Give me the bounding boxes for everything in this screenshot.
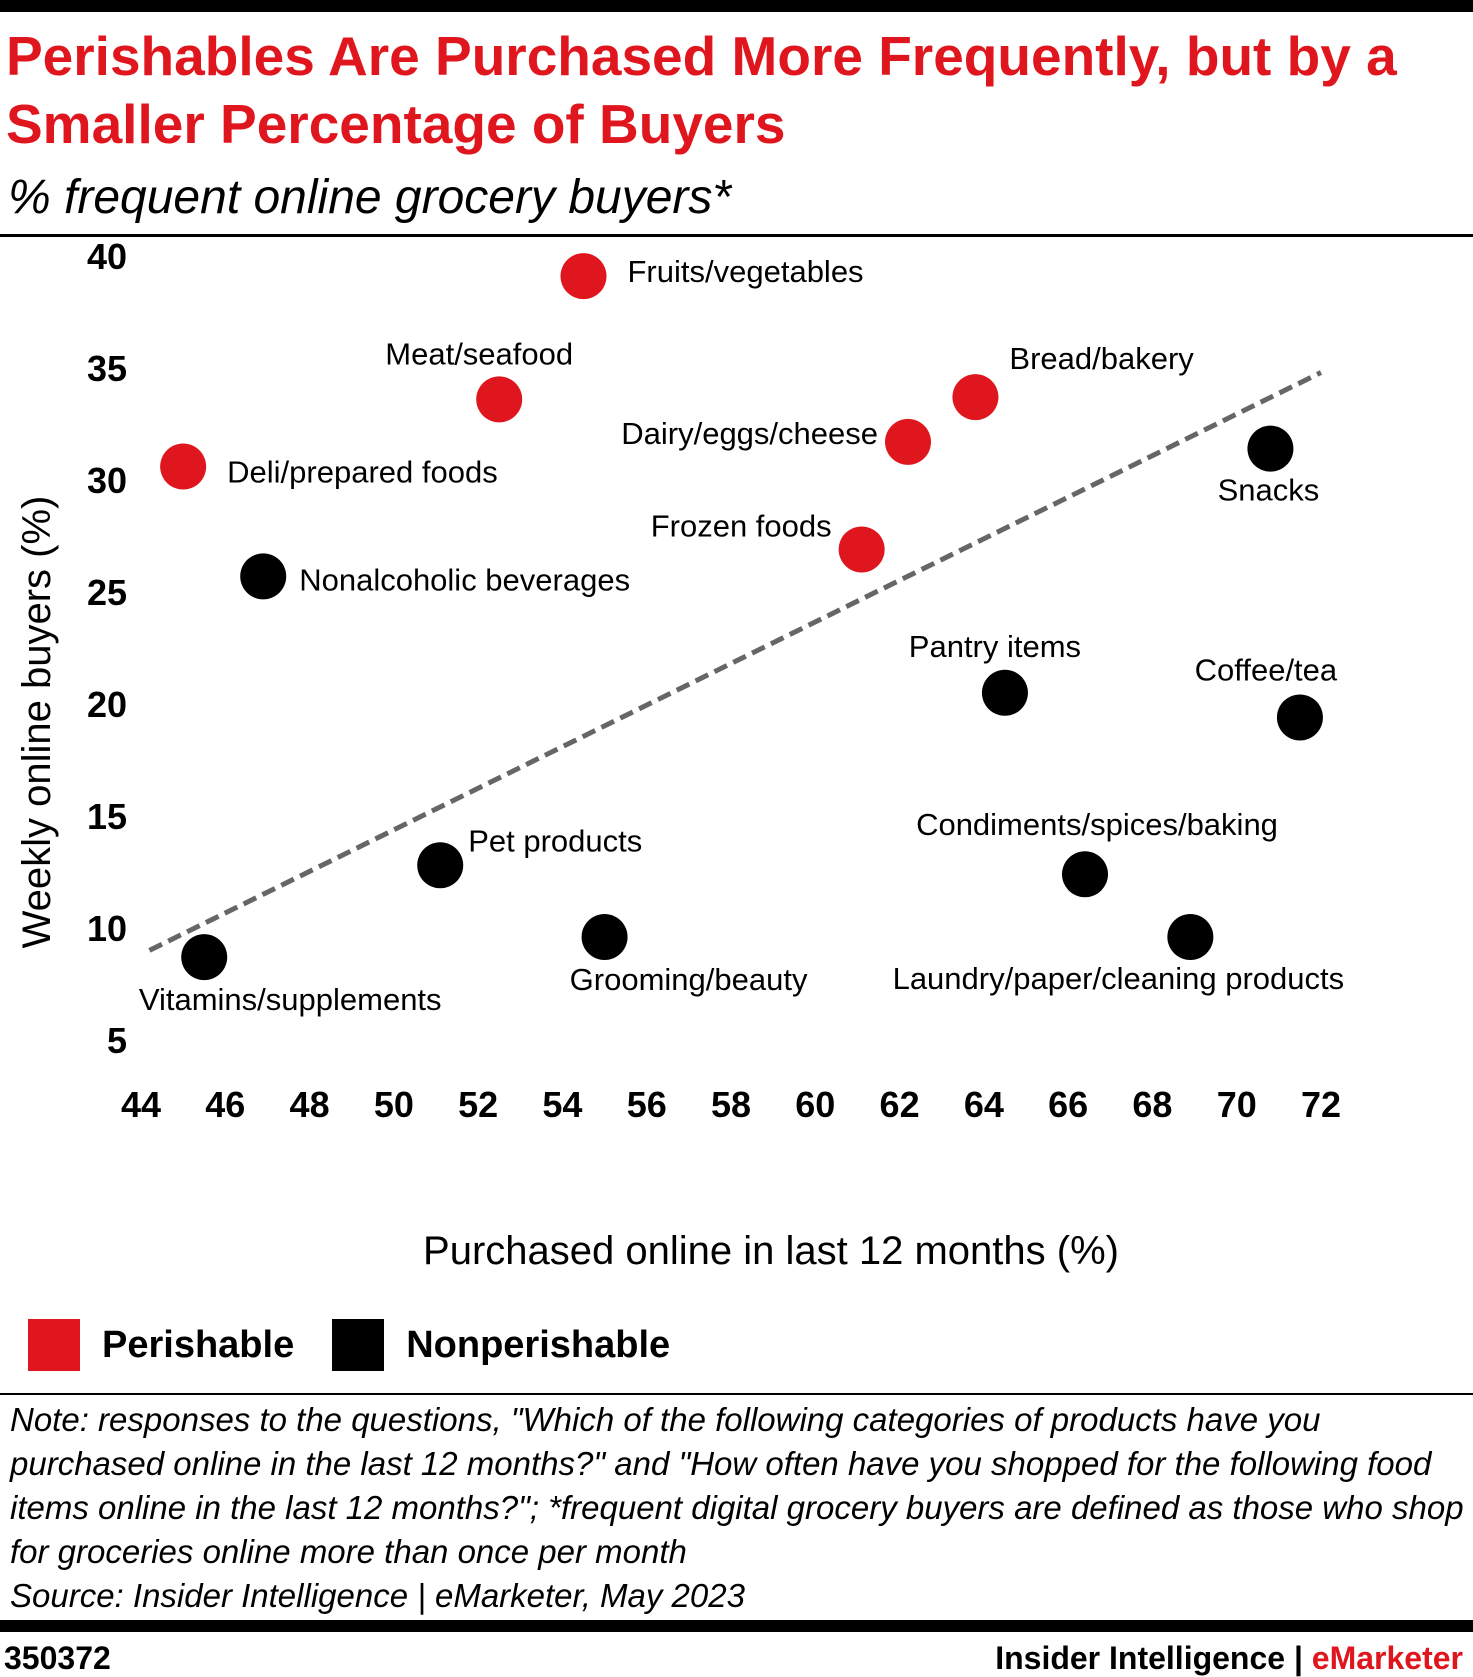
y-tick-label: 35 <box>87 348 127 389</box>
point-label-vitamins-supplements: Vitamins/supplements <box>139 982 442 1017</box>
point-condiments-spices-baking <box>1062 851 1108 898</box>
brand-logo-text: Insider Intelligence | eMarketer <box>995 1640 1463 1676</box>
point-label-deli-prepared-foods: Deli/prepared foods <box>227 455 498 490</box>
point-coffee-tea <box>1276 694 1323 741</box>
bottom-rule <box>0 1620 1473 1632</box>
point-nonalcoholic-beverages <box>240 553 287 600</box>
y-tick-label: 15 <box>87 796 127 837</box>
y-axis-ticks: 40 35 30 25 20 15 10 5 <box>87 236 127 1061</box>
chart-note: Note: responses to the questions, "Which… <box>10 1401 1464 1570</box>
chart-source: Source: Insider Intelligence | eMarketer… <box>10 1577 745 1614</box>
legend-swatch-perishable <box>28 1319 80 1371</box>
note-rule <box>0 1393 1473 1395</box>
legend-item-nonperishable: Nonperishable <box>332 1319 670 1371</box>
x-tick-label: 46 <box>205 1084 245 1125</box>
point-pantry-items <box>981 669 1028 716</box>
chart-subtitle: % frequent online grocery buyers* <box>8 171 732 224</box>
point-label-fruits-vegetables: Fruits/vegetables <box>628 254 864 289</box>
point-dairy-eggs-cheese <box>885 418 931 465</box>
y-tick-label: 40 <box>87 236 127 277</box>
legend-label-perishable: Perishable <box>102 1323 295 1366</box>
legend-swatch-nonperishable <box>332 1319 385 1371</box>
point-deli-prepared-foods <box>160 443 207 490</box>
point-label-nonalcoholic-beverages: Nonalcoholic beverages <box>299 562 630 597</box>
point-label-coffee-tea: Coffee/tea <box>1195 652 1338 687</box>
x-tick-label: 68 <box>1132 1084 1172 1125</box>
point-grooming-beauty <box>581 913 628 960</box>
scatter-chart: 40 35 30 25 20 15 10 5 44 46 48 50 52 54 56 58 60 62 64 66… <box>15 236 1344 1273</box>
legend-label-nonperishable: Nonperishable <box>406 1323 671 1366</box>
y-tick-label: 10 <box>87 908 127 949</box>
point-label-laundry-paper-cleaning-products: Laundry/paper/cleaning products <box>893 961 1345 996</box>
x-tick-label: 52 <box>458 1084 498 1125</box>
point-snacks <box>1247 425 1294 472</box>
x-axis-label: Purchased online in last 12 months (%) <box>423 1229 1119 1273</box>
x-tick-label: 70 <box>1217 1084 1257 1125</box>
y-axis-label: Weekly online buyers (%) <box>15 496 59 949</box>
point-label-dairy-eggs-cheese: Dairy/eggs/cheese <box>621 416 878 451</box>
point-label-bread-bakery: Bread/bakery <box>1009 341 1194 376</box>
x-tick-label: 50 <box>374 1084 414 1125</box>
x-tick-label: 64 <box>964 1084 1004 1125</box>
point-laundry-paper-cleaning-products <box>1167 913 1214 960</box>
point-label-meat-seafood: Meat/seafood <box>385 336 573 371</box>
point-label-condiments-spices-baking: Condiments/spices/baking <box>916 807 1278 842</box>
chart-id: 350372 <box>4 1640 111 1676</box>
x-tick-label: 66 <box>1048 1084 1088 1125</box>
top-rule <box>0 0 1473 12</box>
point-meat-seafood <box>476 376 523 423</box>
x-tick-label: 44 <box>121 1084 161 1125</box>
data-points <box>160 253 1323 981</box>
chart-title: Perishables Are Purchased More Frequentl… <box>6 25 1397 155</box>
title-rule <box>0 234 1473 237</box>
x-tick-label: 62 <box>880 1084 920 1125</box>
y-tick-label: 30 <box>87 460 127 501</box>
point-label-snacks: Snacks <box>1218 473 1320 508</box>
y-tick-label: 20 <box>87 684 127 725</box>
x-tick-label: 56 <box>627 1084 667 1125</box>
point-bread-bakery <box>952 374 999 421</box>
x-tick-label: 48 <box>290 1084 330 1125</box>
x-tick-label: 54 <box>542 1084 582 1125</box>
trend-line <box>148 370 1323 953</box>
y-tick-label: 5 <box>107 1020 127 1061</box>
point-vitamins-supplements <box>181 934 228 981</box>
data-point-labels: Fruits/vegetables Meat/seafood Bread/baker… <box>139 254 1344 1017</box>
point-label-pet-products: Pet products <box>468 823 642 858</box>
x-tick-label: 72 <box>1301 1084 1341 1125</box>
x-axis-ticks: 44 46 48 50 52 54 56 58 60 62 64 66 68 70 72 <box>121 1084 1341 1125</box>
x-tick-label: 58 <box>711 1084 751 1125</box>
x-tick-label: 60 <box>795 1084 835 1125</box>
point-pet-products <box>417 842 464 889</box>
legend-item-perishable: Perishable <box>28 1319 294 1371</box>
brand-main: Insider Intelligence | <box>995 1640 1312 1676</box>
point-fruits-vegetables <box>560 253 607 300</box>
point-label-pantry-items: Pantry items <box>909 629 1081 664</box>
point-label-grooming-beauty: Grooming/beauty <box>570 962 808 997</box>
point-label-frozen-foods: Frozen foods <box>651 508 832 543</box>
brand-accent: eMarketer <box>1311 1640 1463 1676</box>
point-frozen-foods <box>838 526 885 573</box>
y-tick-label: 25 <box>87 572 127 613</box>
legend: Perishable Nonperishable <box>28 1318 708 1372</box>
